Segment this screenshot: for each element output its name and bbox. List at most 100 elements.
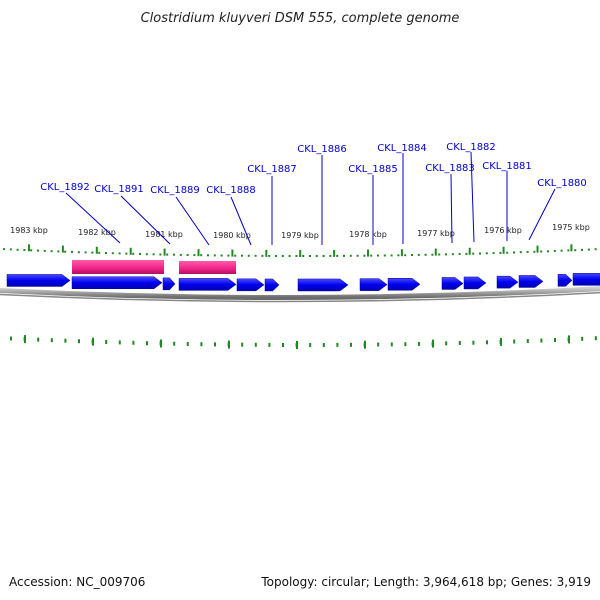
gene-labels: CKL_1892 CKL_1891 CKL_1889 CKL_1888 CKL_… xyxy=(40,142,587,246)
scale-dot xyxy=(479,252,481,255)
gene-label-ckl-1883[interactable]: CKL_1883 xyxy=(425,163,475,174)
scale-dot xyxy=(383,254,386,257)
kbp-label-1981: 1981 kbp xyxy=(145,230,183,239)
gene-arrow[interactable] xyxy=(441,277,464,290)
scale-tick xyxy=(37,337,40,342)
scale-tick xyxy=(146,341,148,346)
gene-arrow[interactable] xyxy=(71,276,163,290)
accession-text: Accession: NC_009706 xyxy=(9,575,145,589)
gene-label-ckl-1886[interactable]: CKL_1886 xyxy=(297,144,347,155)
scale-tick xyxy=(265,249,268,257)
scale-tick xyxy=(432,339,434,348)
scale-dot xyxy=(30,249,33,252)
lower-position-scale xyxy=(10,335,597,349)
gene-label-ckl-1892[interactable]: CKL_1892 xyxy=(40,182,90,193)
gene-label-ckl-1891[interactable]: CKL_1891 xyxy=(94,184,144,195)
gene-arrow[interactable] xyxy=(359,278,388,291)
gene-label-ckl-1880[interactable]: CKL_1880 xyxy=(537,178,587,189)
scale-dot xyxy=(207,254,209,257)
scale-dot xyxy=(118,252,121,255)
scale-dot xyxy=(377,254,379,257)
gene-arrow[interactable] xyxy=(297,278,349,292)
kbp-label-1979: 1979 kbp xyxy=(281,231,319,240)
scale-dot xyxy=(560,249,563,252)
scale-tick xyxy=(536,245,539,253)
gene-label-ckl-1884[interactable]: CKL_1884 xyxy=(377,143,427,154)
scale-dot xyxy=(343,254,345,257)
scale-dot xyxy=(84,251,87,254)
scale-dot xyxy=(594,248,597,251)
scale-tick xyxy=(282,343,284,347)
scale-dot xyxy=(200,254,203,257)
gene-label-ckl-1889[interactable]: CKL_1889 xyxy=(150,185,200,196)
scale-dot xyxy=(370,254,373,257)
scale-dot xyxy=(152,253,155,256)
gene-arrow[interactable] xyxy=(6,274,71,287)
scale-dot xyxy=(315,255,318,257)
gene-arrow[interactable] xyxy=(236,278,265,292)
scale-dot xyxy=(485,252,488,255)
scale-dot xyxy=(247,254,250,257)
gene-label-ckl-1888[interactable]: CKL_1888 xyxy=(206,185,256,196)
scale-tick xyxy=(254,342,257,347)
scale-tick xyxy=(472,340,475,345)
scale-dot xyxy=(50,250,53,253)
gene-arrow[interactable] xyxy=(178,278,237,291)
kbp-label-1983: 1983 kbp xyxy=(10,226,48,235)
scale-tick xyxy=(350,342,352,347)
scale-dot xyxy=(139,253,141,255)
scale-tick xyxy=(594,336,597,341)
scale-dot xyxy=(193,254,196,257)
scale-dot xyxy=(587,248,590,251)
gene-arrow[interactable] xyxy=(387,278,421,291)
scale-dot xyxy=(111,252,114,255)
gene-label-ckl-1885[interactable]: CKL_1885 xyxy=(348,164,398,175)
scale-dot xyxy=(472,252,475,255)
scale-tick xyxy=(434,248,437,256)
scale-tick xyxy=(78,339,80,344)
scale-tick xyxy=(299,250,302,257)
gene-label-ckl-1887[interactable]: CKL_1887 xyxy=(247,164,297,175)
scale-dot xyxy=(356,254,359,257)
highlighted-feature[interactable] xyxy=(72,260,164,274)
scale-dot xyxy=(390,254,393,257)
leader-line-ckl-1891 xyxy=(120,195,171,245)
scale-dot xyxy=(241,254,243,257)
scale-dot xyxy=(261,254,264,257)
scale-dot xyxy=(159,253,162,256)
scale-dot xyxy=(105,252,107,254)
highlighted-feature[interactable] xyxy=(179,261,236,274)
scale-dot xyxy=(64,250,67,253)
scale-tick xyxy=(418,341,420,346)
scale-dot xyxy=(417,253,420,256)
scale-dot xyxy=(547,250,549,253)
scale-tick xyxy=(486,340,488,345)
gene-label-ckl-1881[interactable]: CKL_1881 xyxy=(482,161,532,172)
scale-dot xyxy=(506,251,509,254)
scale-tick xyxy=(118,340,121,345)
gene-arrow[interactable] xyxy=(264,278,280,292)
gene-arrow[interactable] xyxy=(572,273,600,286)
gene-arrow[interactable] xyxy=(162,277,176,291)
scale-tick xyxy=(163,248,166,256)
scale-dot xyxy=(492,252,495,255)
scale-tick xyxy=(309,343,312,347)
scale-dot xyxy=(302,255,305,257)
leader-line-ckl-1882 xyxy=(470,151,475,243)
gene-arrow[interactable] xyxy=(496,275,519,289)
scale-dot xyxy=(179,253,182,256)
scale-dot xyxy=(98,251,101,254)
gene-arrow[interactable] xyxy=(518,275,544,288)
genome-title: Clostridium kluyveri DSM 555, complete g… xyxy=(141,11,460,26)
scale-tick xyxy=(160,339,162,348)
gene-label-ckl-1882[interactable]: CKL_1882 xyxy=(446,142,496,153)
scale-tick xyxy=(129,247,132,255)
scale-dot xyxy=(37,249,39,252)
genome-backbone-shadow xyxy=(0,291,600,303)
scale-dot xyxy=(363,254,366,257)
gene-arrow[interactable] xyxy=(463,276,487,290)
genome-summary-text: Topology: circular; Length: 3,964,618 bp… xyxy=(260,575,591,589)
scale-tick xyxy=(468,247,471,255)
gene-arrow[interactable] xyxy=(557,274,573,287)
